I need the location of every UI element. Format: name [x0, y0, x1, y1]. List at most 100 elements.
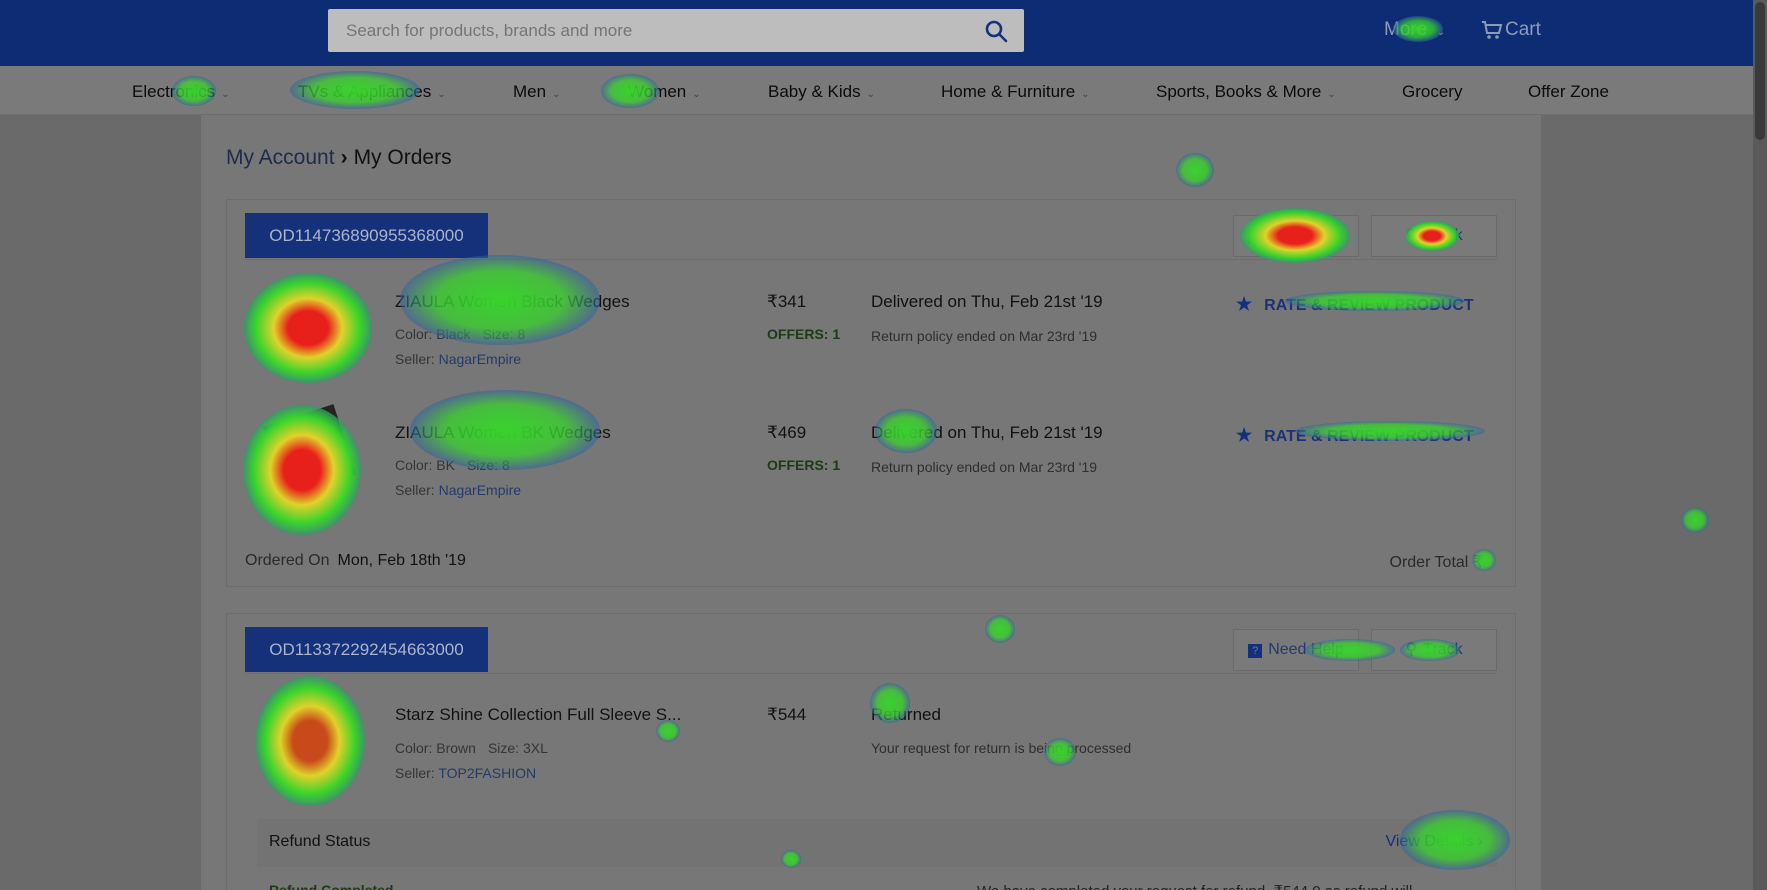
rate-review-label: RATE & REVIEW PRODUCT	[1264, 297, 1474, 314]
nav-item-offer-zone[interactable]: Offer Zone	[1528, 82, 1609, 102]
breadcrumb-my-orders: My Orders	[353, 146, 452, 169]
product-thumbnail[interactable]	[257, 684, 361, 788]
need-help-button[interactable]: ? Need Help	[1233, 215, 1359, 257]
track-label: Track	[1423, 641, 1463, 658]
color-label: Color:	[395, 740, 433, 756]
product-thumbnail[interactable]	[257, 270, 361, 374]
need-help-button[interactable]: ? Need Help	[1233, 629, 1359, 671]
chevron-down-icon: ⌄	[221, 89, 230, 100]
nav-label: Men	[513, 82, 547, 101]
return-policy-note: Return policy ended on Mar 23rd '19	[871, 328, 1098, 344]
track-button[interactable]: ⚲ Track	[1371, 629, 1497, 671]
nav-label: Offer Zone	[1528, 82, 1609, 101]
product-title-link[interactable]: Starz Shine Collection Full Sleeve S...	[395, 705, 682, 724]
product-price: ₹469	[767, 423, 807, 442]
nav-label: TVs & Appliances	[298, 82, 432, 101]
nav-item-tvs-appliances[interactable]: TVs & Appliances ⌄	[298, 82, 446, 102]
product-price: ₹341	[767, 292, 807, 311]
seller-info: Seller: NagarEmpire	[395, 351, 521, 367]
size-label: Size:	[466, 457, 499, 473]
star-icon: ★	[1236, 294, 1253, 314]
order-id-button[interactable]: OD114736890955368000	[245, 213, 488, 258]
breadcrumb-separator: ›	[340, 146, 348, 169]
size-label: Size:	[482, 326, 514, 342]
nav-label: Electronics	[132, 82, 216, 101]
search-input[interactable]	[346, 9, 966, 52]
seller-info: Seller: NagarEmpire	[395, 482, 521, 498]
heatmap-blob	[1681, 507, 1709, 533]
help-icon: ?	[1248, 644, 1263, 658]
breadcrumb-my-account[interactable]: My Account	[226, 146, 335, 169]
seller-info: Seller: TOP2FASHION	[395, 765, 536, 781]
seller-label: Seller:	[395, 482, 435, 498]
product-thumbnail[interactable]	[257, 400, 361, 504]
rate-review-button[interactable]: ★ RATE & REVIEW PRODUCT	[1236, 425, 1474, 446]
return-status-note: Your request for return is being process…	[871, 740, 1132, 756]
more-menu[interactable]: More ⌄	[1384, 19, 1445, 41]
nav-item-baby-kids[interactable]: Baby & Kids ⌄	[768, 82, 875, 102]
order-id-button[interactable]: OD113372292454663000	[245, 627, 488, 672]
delivery-status: Delivered on Thu, Feb 21st '19	[871, 423, 1103, 442]
ordered-on-label: Ordered On	[245, 552, 330, 569]
nav-item-men[interactable]: Men ⌄	[513, 82, 560, 102]
cart-button[interactable]: Cart	[1482, 19, 1541, 41]
cart-label: Cart	[1505, 19, 1541, 40]
help-icon: ?	[1248, 230, 1263, 244]
size-value: 3XL	[522, 740, 548, 756]
nav-label: Sports, Books & More	[1156, 82, 1322, 101]
return-status: Returned	[871, 705, 941, 724]
chevron-down-icon: ⌄	[866, 89, 875, 100]
product-title-link[interactable]: ZIAULA Women BK Wedges	[395, 423, 611, 442]
nav-item-electronics[interactable]: Electronics ⌄	[132, 82, 230, 102]
product-variant: Color: BK Size: 8	[395, 457, 510, 473]
view-details-link[interactable]: View Details ›	[1385, 833, 1483, 850]
size-value: 8	[501, 457, 510, 473]
order-card: OD114736890955368000 ? Need Help ⚲ Track Z…	[226, 199, 1516, 587]
nav-label: Women	[628, 82, 687, 101]
product-title-link[interactable]: ZIAULA Women Black Wedges	[395, 292, 630, 311]
chevron-down-icon: ⌄	[1436, 27, 1445, 38]
chevron-down-icon: ⌄	[437, 89, 446, 100]
scrollbar-thumb[interactable]	[1755, 2, 1765, 140]
order-total-label: Order Total	[1389, 554, 1469, 571]
search-icon[interactable]	[984, 19, 1008, 43]
rate-review-label: RATE & REVIEW PRODUCT	[1264, 428, 1474, 445]
nav-item-women[interactable]: Women ⌄	[628, 82, 701, 102]
nav-label: Baby & Kids	[768, 82, 861, 101]
color-label: Color:	[395, 326, 433, 342]
nav-label: Home & Furniture	[941, 82, 1076, 101]
offers-link[interactable]: OFFERS: 1	[767, 326, 841, 342]
track-label: Track	[1423, 227, 1463, 244]
seller-name: NagarEmpire	[438, 351, 522, 367]
seller-name: TOP2FASHION	[438, 765, 537, 781]
color-value: Brown	[436, 740, 476, 756]
product-variant: Color: Black Size: 8	[395, 326, 525, 342]
return-policy-note: Return policy ended on Mar 23rd '19	[871, 459, 1098, 475]
order-total: Order Total ₹	[1390, 552, 1484, 572]
cart-icon	[1482, 21, 1503, 39]
product-price: ₹544	[767, 705, 807, 724]
order-total-value: ₹	[1472, 554, 1483, 571]
rate-review-button[interactable]: ★ RATE & REVIEW PRODUCT	[1236, 294, 1474, 315]
divider	[245, 673, 1497, 674]
nav-item-home-furniture[interactable]: Home & Furniture ⌄	[941, 82, 1090, 102]
top-header: More ⌄ Cart	[0, 0, 1767, 66]
seller-label: Seller:	[395, 351, 435, 367]
page-scrollbar[interactable]	[1753, 0, 1767, 890]
delivery-status: Delivered on Thu, Feb 21st '19	[871, 292, 1103, 311]
refund-status-title: Refund Status	[269, 833, 371, 850]
chevron-down-icon: ⌄	[1081, 89, 1090, 100]
nav-item-sports-books[interactable]: Sports, Books & More ⌄	[1156, 82, 1336, 102]
track-pin-icon: ⚲	[1405, 641, 1418, 658]
refund-message: We have completed your request for refun…	[977, 882, 1425, 890]
offers-link[interactable]: OFFERS: 1	[767, 457, 841, 473]
nav-label: Grocery	[1402, 82, 1463, 101]
chevron-down-icon: ⌄	[692, 89, 701, 100]
order-card: OD113372292454663000 ? Need Help ⚲ Track S…	[226, 613, 1516, 890]
track-button[interactable]: ⚲ Track	[1371, 215, 1497, 257]
nav-item-grocery[interactable]: Grocery	[1402, 82, 1462, 102]
size-value: 8	[517, 326, 526, 342]
category-nav: Electronics ⌄ TVs & Appliances ⌄ Men ⌄ Wome…	[0, 66, 1767, 115]
search-box[interactable]	[328, 9, 1024, 52]
track-pin-icon: ⚲	[1405, 227, 1418, 244]
